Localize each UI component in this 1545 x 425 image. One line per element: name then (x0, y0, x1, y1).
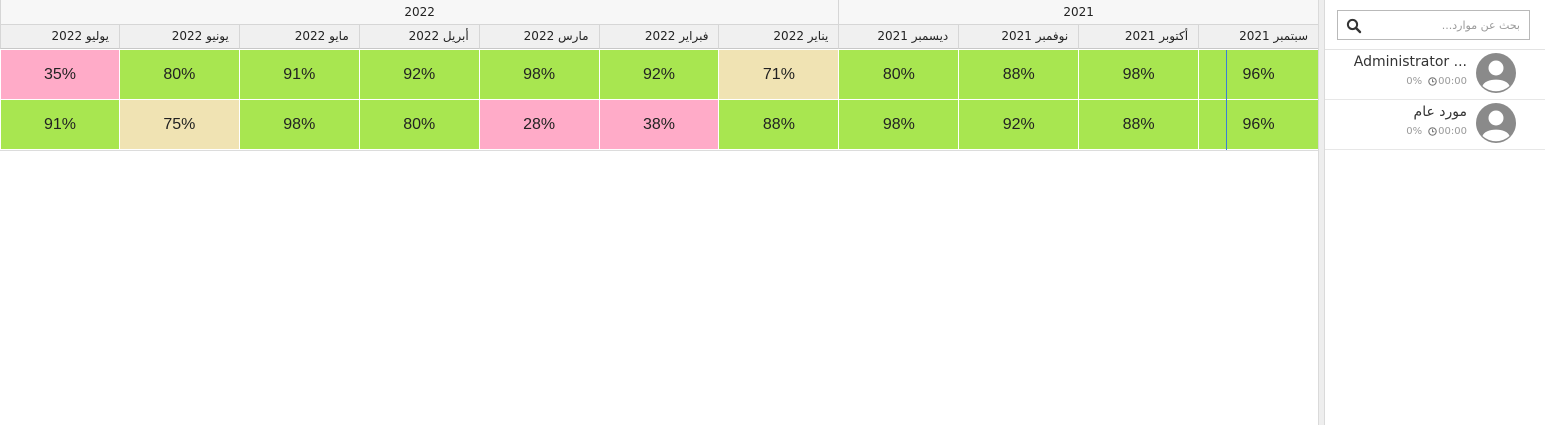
utilization-cell[interactable]: 80% (358, 100, 479, 150)
current-date-indicator (1226, 50, 1227, 150)
resource-item[interactable]: Administrator ... 0% 00:00 (1325, 50, 1545, 100)
month-header: أبريل 2022 (358, 25, 479, 49)
clock-icon (1428, 127, 1437, 136)
month-header: نوفمبر 2021 (958, 25, 1079, 49)
resource-name: مورد عام (1413, 104, 1467, 120)
month-header: أكتوبر 2021 (1078, 25, 1199, 49)
search-box (1337, 10, 1530, 40)
utilization-cell[interactable]: 96% (1198, 50, 1318, 100)
utilization-cell[interactable]: 91% (0, 100, 119, 150)
resource-panel: Administrator ... 0% 00:00 مورد عام 0% (1325, 0, 1545, 425)
user-avatar-icon (1475, 102, 1517, 144)
resource-stats: 0% 00:00 (1406, 76, 1467, 87)
utilization-cell[interactable]: 88% (1078, 100, 1199, 150)
utilization-cell[interactable]: 92% (358, 50, 479, 100)
resource-row-generic: 96% 88% 92% 98% 88% 38% 28% 80% 98% 75% … (0, 100, 1318, 151)
month-header: مارس 2022 (478, 25, 599, 49)
utilization-cell[interactable]: 75% (118, 100, 239, 150)
month-header: يوليو 2022 (0, 25, 119, 49)
utilization-cell[interactable]: 98% (838, 100, 959, 150)
resource-row-administrator: 96% 98% 88% 80% 71% 92% 98% 92% 91% 80% … (0, 50, 1318, 100)
utilization-cell[interactable]: 96% (1198, 100, 1318, 150)
utilization-cell[interactable]: 35% (0, 50, 119, 100)
utilization-cell[interactable]: 92% (598, 50, 719, 100)
month-header: مايو 2022 (238, 25, 359, 49)
utilization-cell[interactable]: 80% (838, 50, 959, 100)
utilization-cell[interactable]: 38% (598, 100, 719, 150)
month-header: يونيو 2022 (118, 25, 239, 49)
search-icon[interactable] (1346, 18, 1362, 34)
resource-utilization: 0% (1406, 126, 1423, 137)
month-header: فبراير 2022 (598, 25, 719, 49)
clock-icon (1428, 77, 1437, 86)
resource-time: 00:00 (1438, 126, 1467, 137)
utilization-cell[interactable]: 88% (958, 50, 1079, 100)
utilization-grid: 2021 2022 سبتمبر 2021 أكتوبر 2021 نوفمبر… (0, 0, 1318, 151)
resource-search-input[interactable] (1368, 15, 1520, 35)
month-header: يناير 2022 (718, 25, 839, 49)
utilization-cell[interactable]: 28% (478, 100, 599, 150)
utilization-cell[interactable]: 98% (1078, 50, 1199, 100)
resource-time: 00:00 (1438, 76, 1467, 87)
user-avatar-icon (1475, 52, 1517, 94)
year-header-2022: 2022 (0, 0, 839, 25)
resource-item[interactable]: مورد عام 0% 00:00 (1325, 100, 1545, 150)
utilization-cell[interactable]: 71% (718, 50, 839, 100)
year-header-row: 2021 2022 (0, 0, 1318, 25)
resource-stats: 0% 00:00 (1406, 126, 1467, 137)
resource-utilization: 0% (1406, 76, 1423, 87)
month-header-row: سبتمبر 2021 أكتوبر 2021 نوفمبر 2021 ديسم… (0, 25, 1318, 49)
resource-name: Administrator ... (1353, 54, 1467, 70)
utilization-cell[interactable]: 91% (238, 50, 359, 100)
month-header: سبتمبر 2021 (1198, 25, 1318, 49)
utilization-cell[interactable]: 88% (718, 100, 839, 150)
utilization-cell[interactable]: 92% (958, 100, 1079, 150)
utilization-cell[interactable]: 98% (478, 50, 599, 100)
month-header: ديسمبر 2021 (838, 25, 959, 49)
year-header-2021: 2021 (838, 0, 1318, 25)
utilization-cell[interactable]: 80% (118, 50, 239, 100)
panel-splitter[interactable] (1318, 0, 1325, 425)
utilization-cell[interactable]: 98% (238, 100, 359, 150)
divider (1325, 49, 1545, 50)
